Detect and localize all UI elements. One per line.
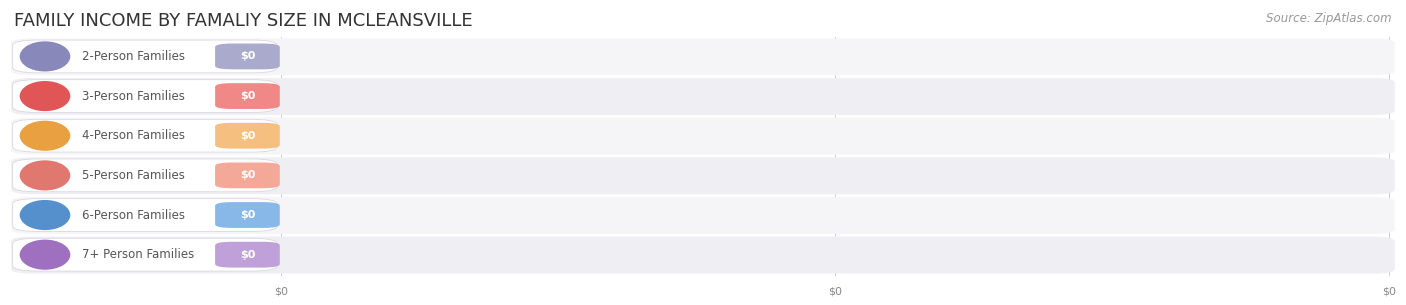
Text: $0: $0 bbox=[240, 210, 254, 220]
Ellipse shape bbox=[20, 200, 70, 230]
Text: $0: $0 bbox=[240, 52, 254, 61]
FancyBboxPatch shape bbox=[215, 44, 280, 69]
Ellipse shape bbox=[20, 121, 70, 151]
Text: 5-Person Families: 5-Person Families bbox=[82, 169, 184, 182]
FancyBboxPatch shape bbox=[215, 163, 280, 188]
FancyBboxPatch shape bbox=[11, 118, 1395, 155]
FancyBboxPatch shape bbox=[13, 80, 277, 113]
FancyBboxPatch shape bbox=[13, 119, 277, 152]
FancyBboxPatch shape bbox=[11, 237, 1395, 274]
Ellipse shape bbox=[20, 160, 70, 190]
Text: FAMILY INCOME BY FAMALIY SIZE IN MCLEANSVILLE: FAMILY INCOME BY FAMALIY SIZE IN MCLEANS… bbox=[14, 12, 472, 30]
Text: $0: $0 bbox=[828, 287, 842, 297]
Text: 7+ Person Families: 7+ Person Families bbox=[82, 248, 194, 261]
Ellipse shape bbox=[20, 41, 70, 71]
Text: 6-Person Families: 6-Person Families bbox=[82, 209, 184, 221]
Ellipse shape bbox=[20, 81, 70, 111]
Text: 4-Person Families: 4-Person Families bbox=[82, 129, 184, 142]
Ellipse shape bbox=[20, 240, 70, 270]
Text: $0: $0 bbox=[1382, 287, 1396, 297]
FancyBboxPatch shape bbox=[11, 157, 1395, 194]
FancyBboxPatch shape bbox=[11, 38, 1395, 75]
FancyBboxPatch shape bbox=[215, 123, 280, 149]
FancyBboxPatch shape bbox=[13, 159, 277, 192]
Text: 3-Person Families: 3-Person Families bbox=[82, 90, 184, 102]
Text: 2-Person Families: 2-Person Families bbox=[82, 50, 184, 63]
Text: $0: $0 bbox=[240, 131, 254, 141]
Text: Source: ZipAtlas.com: Source: ZipAtlas.com bbox=[1267, 12, 1392, 25]
FancyBboxPatch shape bbox=[13, 40, 277, 73]
FancyBboxPatch shape bbox=[11, 197, 1395, 234]
FancyBboxPatch shape bbox=[13, 238, 277, 271]
FancyBboxPatch shape bbox=[11, 78, 1395, 115]
FancyBboxPatch shape bbox=[215, 83, 280, 109]
FancyBboxPatch shape bbox=[215, 242, 280, 267]
Text: $0: $0 bbox=[274, 287, 288, 297]
Text: $0: $0 bbox=[240, 91, 254, 101]
FancyBboxPatch shape bbox=[215, 202, 280, 228]
Text: $0: $0 bbox=[240, 250, 254, 260]
Text: $0: $0 bbox=[240, 170, 254, 180]
FancyBboxPatch shape bbox=[13, 199, 277, 231]
